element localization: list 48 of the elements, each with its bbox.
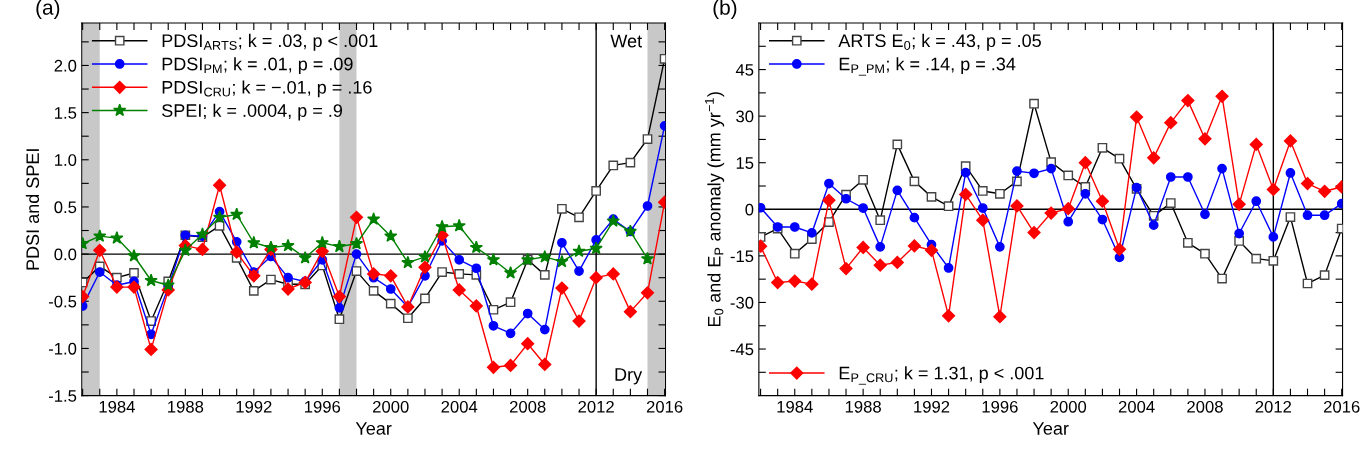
y-tick-label: 30 xyxy=(736,110,754,123)
x-tick-label: 1992 xyxy=(236,400,272,413)
y-tick-label: -30 xyxy=(730,296,754,309)
x-tick-label: 2012 xyxy=(1255,400,1292,413)
annotation: Wet xyxy=(610,34,642,48)
x-tick-label: 2000 xyxy=(373,400,409,413)
legend-label: E$_{P_CRU}$; k = 1.31, p < .001 xyxy=(839,366,1044,385)
y-tick-label: 0 xyxy=(745,203,754,216)
x-tick-label: 2016 xyxy=(646,400,683,413)
x-tick-label: 2008 xyxy=(1187,400,1223,413)
y-tick-label: 2.0 xyxy=(54,59,77,72)
legend-label: PDSI$_{ARTS}$; k = .03, p < .001 xyxy=(162,33,378,51)
y-tick-label: 0.0 xyxy=(54,248,77,261)
y-tick-label: 0.5 xyxy=(54,201,77,214)
x-tick-label: 1988 xyxy=(845,400,881,413)
x-tick-label: 2004 xyxy=(1118,400,1155,413)
legend-label: PDSI$_{CRU}$; k = −.01, p = .16 xyxy=(162,80,372,98)
legend-label: E$_{P_PM}$; k = .14, p = .34 xyxy=(839,57,1016,76)
y-tick-label: 15 xyxy=(736,157,754,169)
x-tick-label: 1984 xyxy=(777,400,813,413)
x-tick-label: 1988 xyxy=(168,400,204,413)
y-axis-title: E$_{0}$ and E$_{P}$ anomaly (mm yr$^{−1}$) xyxy=(705,92,725,327)
x-axis-title: Year xyxy=(355,422,392,435)
legend-label: PDSI$_{PM}$; k = .01, p = .09 xyxy=(162,57,353,74)
y-tick-label: -0.5 xyxy=(48,295,77,308)
y-tick-label: 1.5 xyxy=(55,107,77,119)
x-tick-label: 2016 xyxy=(1324,400,1360,413)
annotation: Dry xyxy=(615,368,643,385)
y-tick-label: -45 xyxy=(730,343,754,356)
x-tick-label: 1992 xyxy=(914,400,950,413)
y-tick-label: -1.5 xyxy=(48,390,77,402)
x-tick-label: 2000 xyxy=(1050,400,1087,413)
chart-title: (a) xyxy=(36,0,60,19)
x-tick-label: 1984 xyxy=(99,400,135,413)
x-tick-label: 2004 xyxy=(441,400,478,413)
chart-title: (b) xyxy=(713,0,737,19)
x-tick-label: 1996 xyxy=(982,400,1018,413)
y-tick-label: -15 xyxy=(730,250,754,263)
y-axis-title: PDSI and SPEI xyxy=(25,149,40,270)
legend-label: SPEI; k = .0004, p = .9 xyxy=(162,103,343,121)
x-tick-label: 2008 xyxy=(509,400,546,413)
x-tick-label: 1996 xyxy=(305,400,341,413)
y-tick-label: 1.0 xyxy=(55,154,77,166)
legend-label: ARTS E$_{0}$; k = .43, p = .05 xyxy=(838,33,1041,51)
x-axis-title: Year xyxy=(1032,422,1069,435)
x-tick-label: 2012 xyxy=(578,400,614,413)
y-tick-label: -1.0 xyxy=(48,342,77,355)
y-tick-label: 45 xyxy=(735,64,754,76)
